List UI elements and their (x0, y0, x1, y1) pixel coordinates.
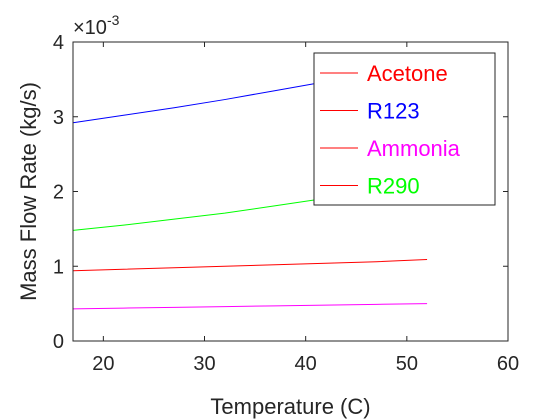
legend-label-r290: R290 (367, 174, 420, 199)
legend-label-acetone: Acetone (367, 61, 448, 86)
series-line-acetone (72, 259, 428, 272)
x-tick-label: 20 (92, 353, 114, 375)
y-tick-label: 1 (53, 256, 64, 278)
y-tick-label: 2 (53, 182, 64, 204)
legend-label-ammonia: Ammonia (367, 136, 461, 161)
x-axis-label: Temperature (C) (210, 394, 370, 419)
legend-box (313, 52, 496, 206)
x-tick-label: 60 (497, 353, 519, 375)
x-tick-label: 40 (295, 353, 317, 375)
series-line-ammonia (72, 303, 428, 310)
y-axis-exponent: ×10-3 (73, 12, 120, 39)
x-tick-label: 50 (396, 353, 418, 375)
legend-label-r123: R123 (367, 99, 420, 124)
x-tick-label: 30 (193, 353, 215, 375)
y-tick-label: 4 (53, 32, 64, 54)
y-tick-label: 3 (53, 107, 64, 129)
y-tick-label: 0 (53, 331, 64, 353)
y-axis-label: Mass Flow Rate (kg/s) (16, 82, 41, 301)
